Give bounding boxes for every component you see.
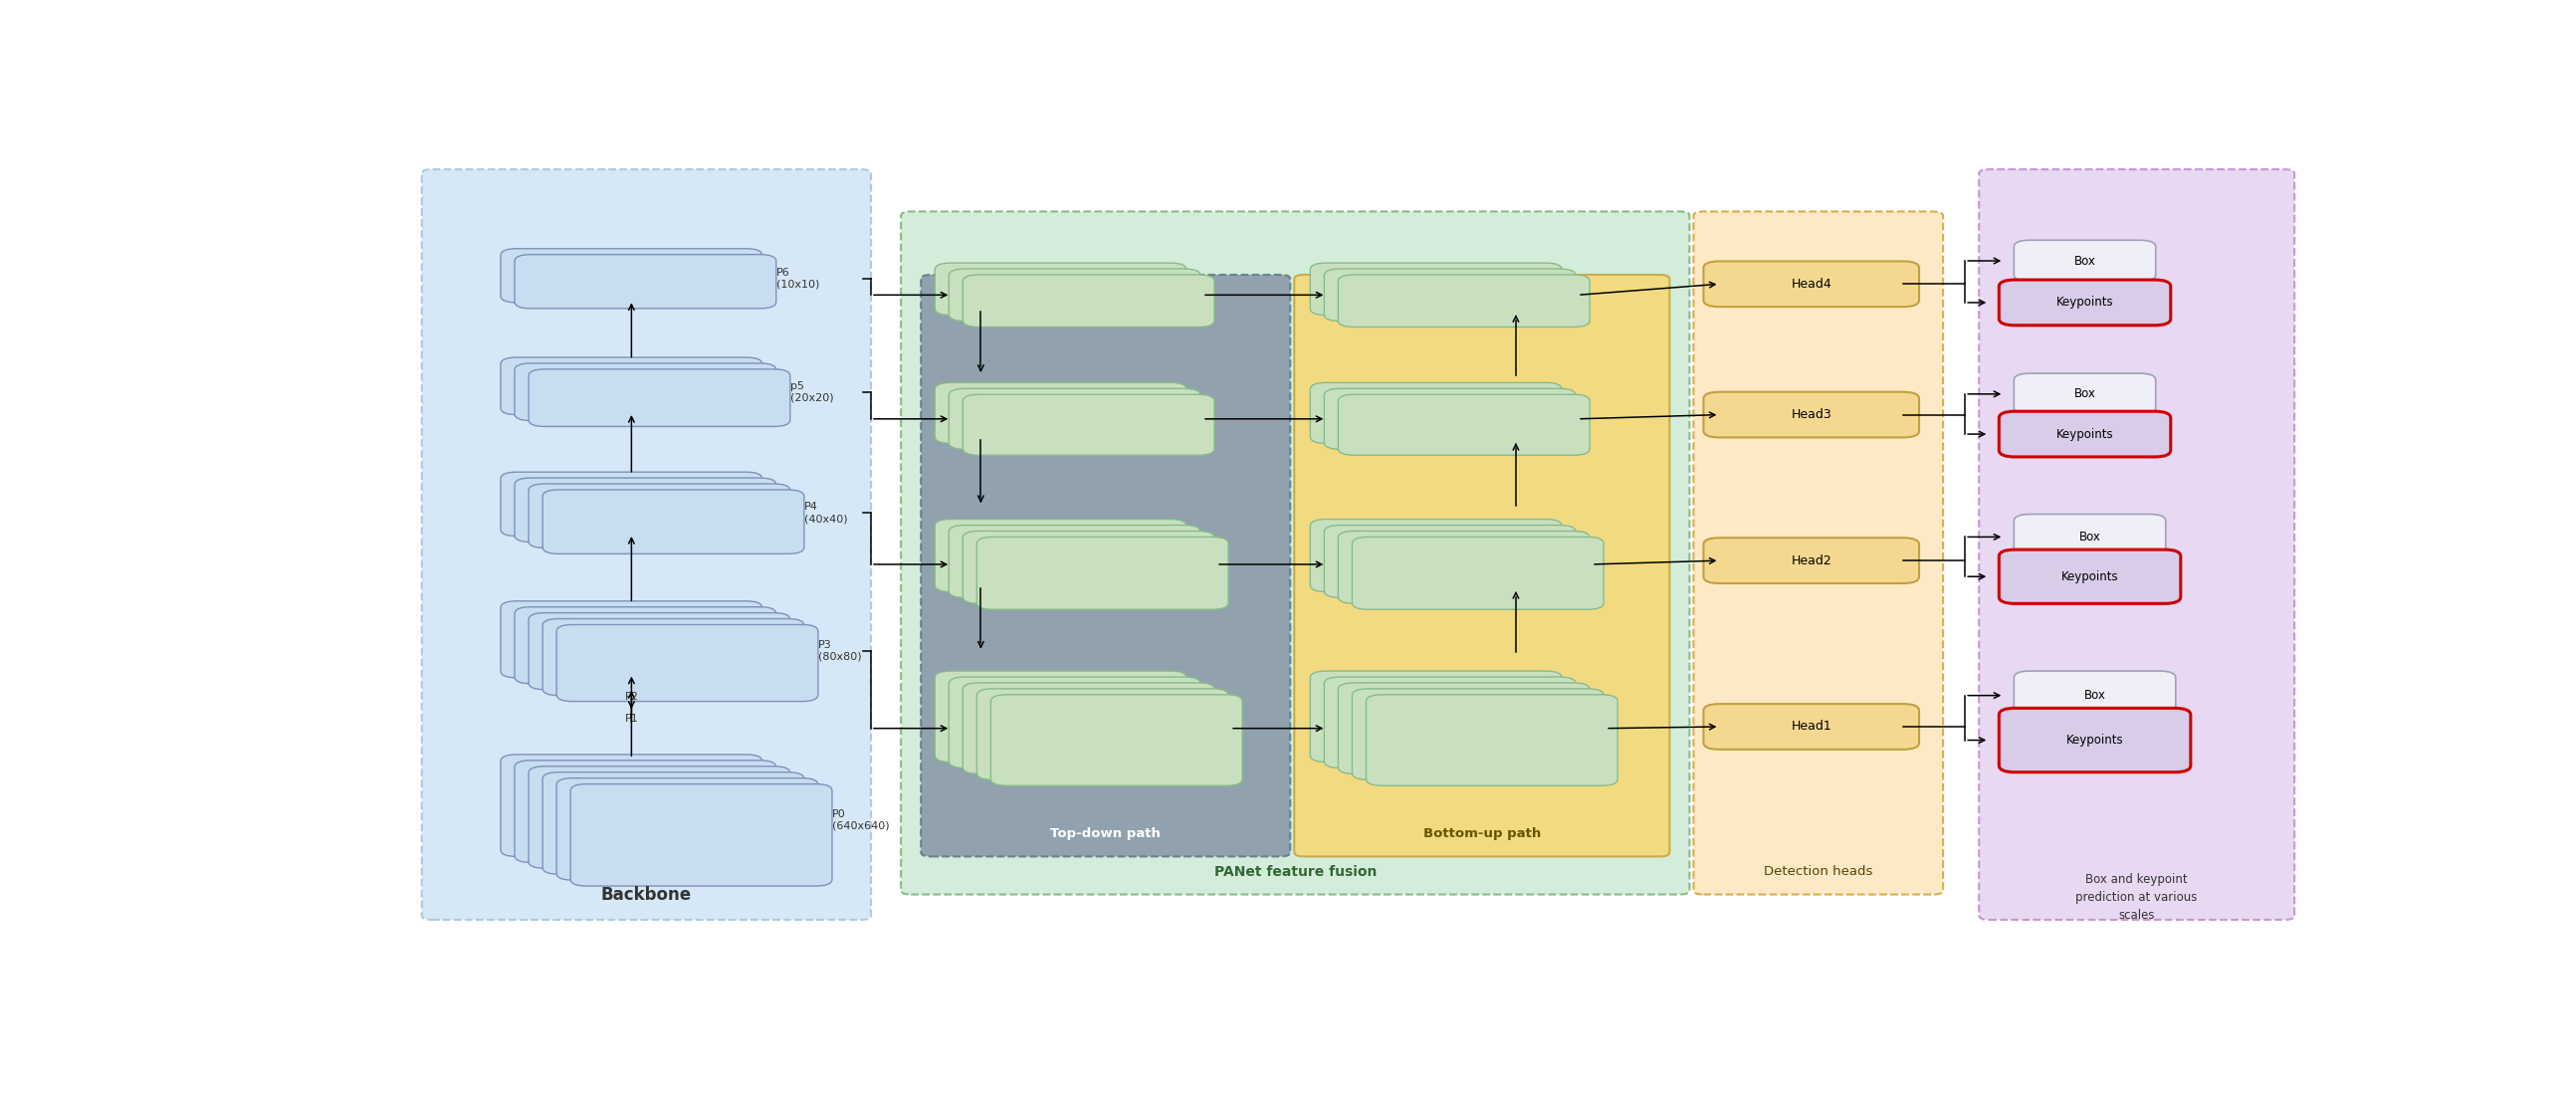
FancyBboxPatch shape [976,689,1229,780]
FancyBboxPatch shape [922,275,1291,856]
FancyBboxPatch shape [2014,671,2177,719]
Text: Head3: Head3 [1790,408,1832,422]
FancyBboxPatch shape [515,254,775,309]
FancyBboxPatch shape [976,537,1229,610]
FancyBboxPatch shape [1999,550,2182,603]
Text: P4
(40x40): P4 (40x40) [804,503,848,523]
FancyBboxPatch shape [1311,671,1561,762]
Text: Box: Box [2074,388,2097,401]
FancyBboxPatch shape [544,619,804,695]
FancyBboxPatch shape [1999,412,2172,457]
FancyBboxPatch shape [2014,240,2156,281]
FancyBboxPatch shape [1337,394,1589,456]
FancyBboxPatch shape [1703,392,1919,438]
Text: p5
(20x20): p5 (20x20) [791,381,835,403]
FancyBboxPatch shape [902,211,1690,895]
FancyBboxPatch shape [528,369,791,426]
FancyBboxPatch shape [1703,262,1919,307]
FancyBboxPatch shape [1324,526,1577,598]
FancyBboxPatch shape [935,382,1188,443]
FancyBboxPatch shape [544,489,804,554]
Text: P1: P1 [623,713,639,723]
FancyBboxPatch shape [1337,275,1589,327]
FancyBboxPatch shape [515,477,775,542]
Text: Keypoints: Keypoints [2066,734,2123,747]
FancyBboxPatch shape [500,601,762,678]
FancyBboxPatch shape [1352,689,1605,780]
FancyBboxPatch shape [1365,694,1618,786]
Text: P6
(10x10): P6 (10x10) [775,268,819,289]
FancyBboxPatch shape [515,607,775,683]
Text: P2: P2 [623,692,639,702]
FancyBboxPatch shape [1337,683,1589,774]
Text: Keypoints: Keypoints [2056,296,2112,309]
FancyBboxPatch shape [500,249,762,302]
Text: Box: Box [2079,530,2099,543]
FancyBboxPatch shape [500,357,762,415]
FancyBboxPatch shape [992,694,1242,786]
Text: Head4: Head4 [1790,277,1832,290]
Text: Head2: Head2 [1790,554,1832,567]
FancyBboxPatch shape [528,484,791,548]
FancyBboxPatch shape [556,624,819,702]
FancyBboxPatch shape [515,760,775,863]
FancyBboxPatch shape [1703,704,1919,749]
FancyBboxPatch shape [515,364,775,420]
FancyBboxPatch shape [963,394,1213,456]
FancyBboxPatch shape [1692,211,1942,895]
FancyBboxPatch shape [528,766,791,868]
Text: Head1: Head1 [1790,721,1832,734]
FancyBboxPatch shape [556,779,819,880]
Text: Keypoints: Keypoints [2056,428,2112,440]
FancyBboxPatch shape [1352,537,1605,610]
Text: Box and keypoint
prediction at various
scales: Box and keypoint prediction at various s… [2076,873,2197,921]
FancyBboxPatch shape [963,683,1213,774]
FancyBboxPatch shape [1703,538,1919,584]
Text: P0
(640x640): P0 (640x640) [832,809,889,831]
FancyBboxPatch shape [1337,531,1589,603]
FancyBboxPatch shape [948,526,1200,598]
Text: Box: Box [2074,254,2097,267]
Text: PANet feature fusion: PANet feature fusion [1213,865,1376,878]
FancyBboxPatch shape [1324,269,1577,321]
FancyBboxPatch shape [500,754,762,856]
FancyBboxPatch shape [963,275,1213,327]
Text: P3
(80x80): P3 (80x80) [819,641,860,662]
FancyBboxPatch shape [1311,382,1561,443]
FancyBboxPatch shape [422,170,871,920]
FancyBboxPatch shape [1324,389,1577,449]
FancyBboxPatch shape [1324,677,1577,768]
FancyBboxPatch shape [1311,519,1561,591]
FancyBboxPatch shape [2014,515,2166,560]
FancyBboxPatch shape [569,784,832,886]
FancyBboxPatch shape [948,269,1200,321]
Text: Top-down path: Top-down path [1051,828,1162,840]
FancyBboxPatch shape [935,519,1188,591]
Text: Keypoints: Keypoints [2061,570,2117,583]
Text: Detection heads: Detection heads [1765,865,1873,878]
FancyBboxPatch shape [2014,373,2156,415]
FancyBboxPatch shape [528,613,791,690]
Text: Backbone: Backbone [600,886,693,903]
FancyBboxPatch shape [948,677,1200,768]
FancyBboxPatch shape [1293,275,1669,856]
FancyBboxPatch shape [544,772,804,874]
Text: Bottom-up path: Bottom-up path [1422,828,1540,840]
FancyBboxPatch shape [1999,708,2190,772]
FancyBboxPatch shape [1999,280,2172,325]
Text: Box: Box [2084,689,2105,702]
FancyBboxPatch shape [1311,263,1561,315]
FancyBboxPatch shape [963,531,1213,603]
FancyBboxPatch shape [1978,170,2295,920]
FancyBboxPatch shape [948,389,1200,449]
FancyBboxPatch shape [935,671,1188,762]
FancyBboxPatch shape [935,263,1188,315]
FancyBboxPatch shape [500,472,762,537]
